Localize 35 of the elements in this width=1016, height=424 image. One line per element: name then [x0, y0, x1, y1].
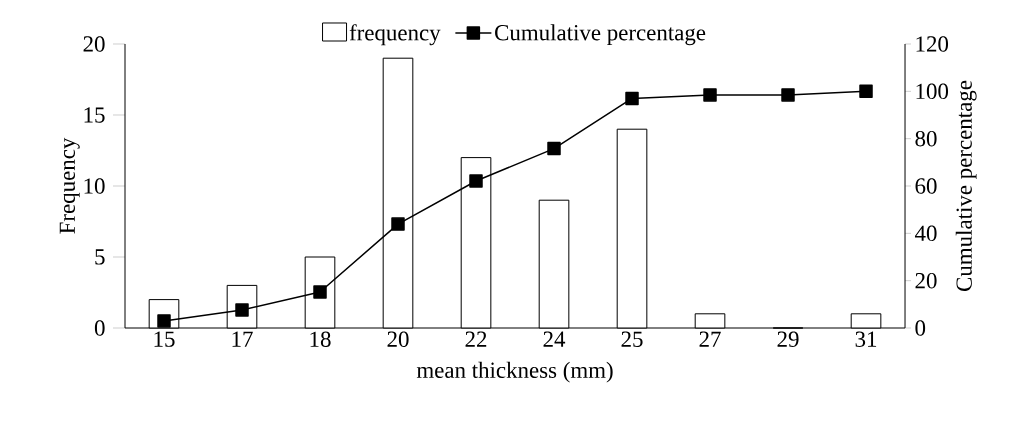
point: [859, 84, 873, 99]
legend-label: Cumulative percentage: [495, 24, 706, 46]
x-tick-label: 18: [310, 331, 331, 347]
y2-tick-label: 0: [915, 320, 926, 336]
y2-tick-label: 100: [916, 83, 949, 100]
y-tick-label: 10: [84, 178, 105, 194]
point: [313, 285, 327, 299]
y-tick-label: 20: [83, 36, 105, 52]
y2-tick-label: 60: [915, 178, 937, 194]
x-tick-label: 29: [777, 331, 799, 347]
point: [625, 91, 639, 106]
y-axis-title: Frequency: [59, 137, 80, 234]
point: [547, 141, 561, 156]
x-tick-label: 17: [232, 331, 253, 347]
x-tick-label: 27: [699, 331, 721, 347]
point: [469, 174, 483, 188]
point: [781, 88, 795, 102]
y2-tick-label: 80: [915, 130, 937, 147]
legend-label: frequency: [349, 24, 441, 46]
point: [391, 217, 405, 231]
x-tick-label: 25: [621, 331, 643, 347]
y-tick-label: 15: [84, 107, 105, 123]
y-tick-label: 5: [95, 249, 105, 265]
y2-tick-label: 20: [915, 272, 937, 289]
x-tick-label: 22: [465, 331, 487, 347]
y2-axis-title: Cumulative percentage: [955, 80, 977, 291]
y2-tick-label: 40: [914, 225, 937, 242]
y2-tick-label: 120: [916, 36, 949, 52]
x-axis-title: mean thickness (mm): [416, 361, 613, 383]
x-tick-label: 20: [387, 331, 409, 347]
x-tick-label: 31: [855, 331, 877, 347]
x-tick-label: 24: [543, 331, 566, 347]
x-tick-label: 15: [154, 331, 175, 347]
point: [703, 88, 717, 102]
y-tick-label: 0: [94, 320, 105, 336]
